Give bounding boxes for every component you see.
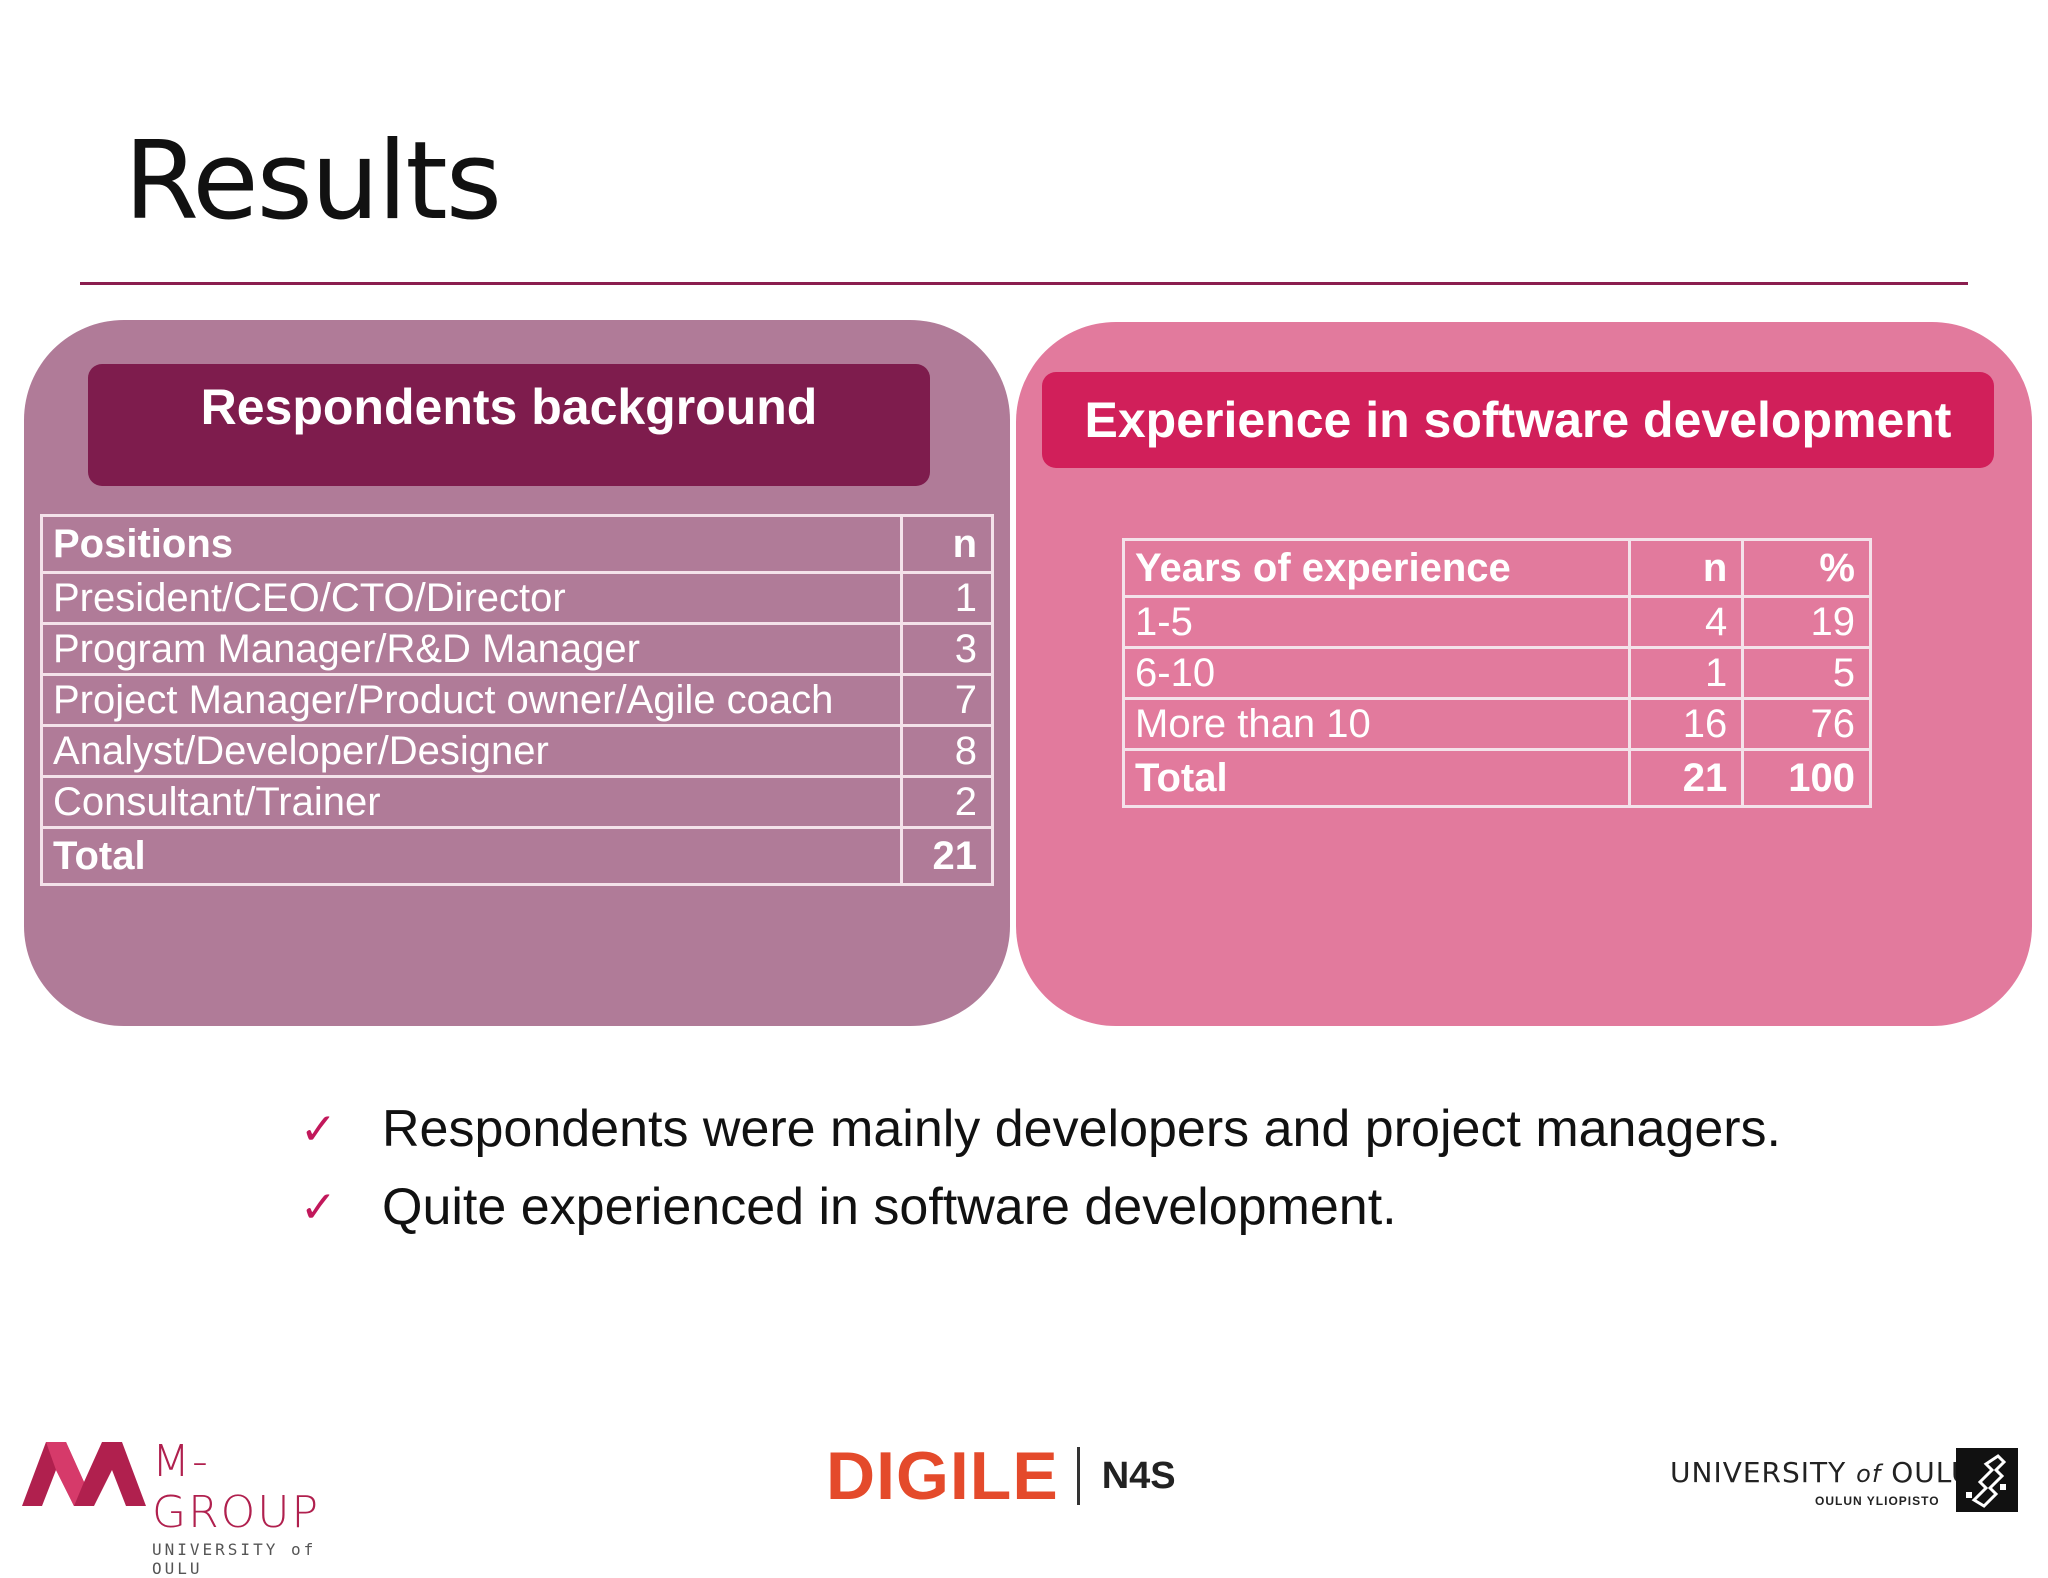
count-cell: 1 — [900, 571, 994, 625]
bullet-text: Respondents were mainly developers and p… — [382, 1100, 1781, 1158]
m-group-name: M-GROUP — [152, 1436, 321, 1538]
m-group-logo: M-GROUP UNIVERSITY of OULU — [22, 1436, 352, 1578]
table-header-row: Years of experience n % — [1122, 538, 1872, 598]
check-icon: ✓ — [300, 1104, 337, 1154]
digile-logo: DIGILE N4S — [826, 1436, 1176, 1516]
total-count-cell: 21 — [1627, 748, 1745, 808]
university-subtitle: OULUN YLIOPISTO — [1815, 1494, 1940, 1508]
n4s-wordmark: N4S — [1101, 1454, 1176, 1497]
total-label-cell: Total — [40, 826, 903, 886]
table-total-row: Total 21 — [40, 826, 994, 886]
years-cell: 1-5 — [1122, 595, 1631, 649]
experience-table: Years of experience n % 1-5 4 19 6-10 1 … — [1122, 538, 1872, 808]
experience-title: Experience in software development — [1084, 392, 1952, 448]
table-row: Project Manager/Product owner/Agile coac… — [40, 673, 994, 727]
list-item: ✓ Quite experienced in software developm… — [300, 1168, 1781, 1246]
column-header-percent: % — [1741, 538, 1872, 598]
m-group-logo-icon — [22, 1442, 146, 1506]
respondents-background-title: Respondents background — [200, 379, 818, 435]
experience-panel: Experience in software development Years… — [1016, 322, 2032, 1026]
years-cell: More than 10 — [1122, 697, 1631, 751]
table-row: Analyst/Developer/Designer 8 — [40, 724, 994, 778]
column-header-n: n — [1627, 538, 1745, 598]
table-row: More than 10 16 76 — [1122, 697, 1872, 751]
table-header-row: Positions n — [40, 514, 994, 574]
count-cell: 8 — [900, 724, 994, 778]
column-header-n: n — [900, 514, 994, 574]
respondents-background-panel: Respondents background Positions n Presi… — [24, 320, 1010, 1026]
positions-table: Positions n President/CEO/CTO/Director 1… — [40, 514, 994, 886]
column-header-positions: Positions — [40, 514, 903, 574]
total-count-cell: 21 — [900, 826, 994, 886]
percent-cell: 76 — [1741, 697, 1872, 751]
title-divider — [80, 282, 1968, 285]
m-group-subtitle: UNIVERSITY of OULU — [152, 1540, 317, 1578]
count-cell: 3 — [900, 622, 994, 676]
table-row: Program Manager/R&D Manager 3 — [40, 622, 994, 676]
experience-header: Experience in software development — [1042, 372, 1994, 468]
digile-wordmark: DIGILE — [826, 1438, 1059, 1514]
total-label-cell: Total — [1122, 748, 1631, 808]
check-icon: ✓ — [300, 1182, 337, 1232]
bullet-text: Quite experienced in software developmen… — [382, 1178, 1397, 1236]
column-header-years: Years of experience — [1122, 538, 1631, 598]
conclusion-list: ✓ Respondents were mainly developers and… — [300, 1090, 1781, 1246]
count-cell: 7 — [900, 673, 994, 727]
position-cell: Program Manager/R&D Manager — [40, 622, 903, 676]
university-of-oulu-logo: UNIVERSITY of OULU OULUN YLIOPISTO — [1670, 1436, 2030, 1516]
count-cell: 4 — [1627, 595, 1745, 649]
total-percent-cell: 100 — [1741, 748, 1872, 808]
percent-cell: 5 — [1741, 646, 1872, 700]
count-cell: 1 — [1627, 646, 1745, 700]
percent-cell: 19 — [1741, 595, 1872, 649]
position-cell: Analyst/Developer/Designer — [40, 724, 903, 778]
count-cell: 16 — [1627, 697, 1745, 751]
table-total-row: Total 21 100 — [1122, 748, 1872, 808]
years-cell: 6-10 — [1122, 646, 1631, 700]
university-name: UNIVERSITY of OULU — [1670, 1456, 1973, 1489]
university-emblem-icon — [1956, 1448, 2018, 1512]
table-row: 6-10 1 5 — [1122, 646, 1872, 700]
table-row: 1-5 4 19 — [1122, 595, 1872, 649]
position-cell: Consultant/Trainer — [40, 775, 903, 829]
position-cell: Project Manager/Product owner/Agile coac… — [40, 673, 903, 727]
slide-title: Results — [124, 119, 502, 244]
count-cell: 2 — [900, 775, 994, 829]
table-row: President/CEO/CTO/Director 1 — [40, 571, 994, 625]
table-row: Consultant/Trainer 2 — [40, 775, 994, 829]
logo-divider — [1076, 1447, 1080, 1505]
list-item: ✓ Respondents were mainly developers and… — [300, 1090, 1781, 1168]
respondents-background-header: Respondents background — [88, 364, 930, 486]
position-cell: President/CEO/CTO/Director — [40, 571, 903, 625]
